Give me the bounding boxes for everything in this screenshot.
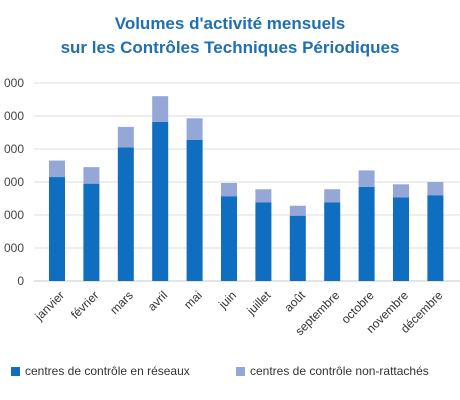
x-tick-label: mars bbox=[107, 288, 136, 317]
x-tick-label: avril bbox=[145, 288, 170, 313]
legend-label-reseaux: centres de contrôle en réseaux bbox=[25, 364, 190, 378]
bar-non-rattaches bbox=[255, 189, 272, 203]
bar-reseaux bbox=[186, 139, 203, 281]
bar-non-rattaches bbox=[324, 189, 341, 203]
y-tick-label: 0 bbox=[17, 274, 24, 288]
bar-non-rattaches bbox=[393, 184, 409, 198]
bar-non-rattaches bbox=[358, 170, 375, 187]
bar-reseaux bbox=[289, 215, 306, 281]
bar-reseaux bbox=[427, 195, 444, 281]
y-tick-label: 000 bbox=[4, 175, 24, 189]
bar-reseaux bbox=[152, 121, 169, 281]
bar-non-rattaches bbox=[186, 118, 203, 140]
x-tick-label: janvier bbox=[32, 288, 68, 324]
chart-title-line-1: Volumes d'activité mensuels bbox=[114, 14, 346, 33]
bar-non-rattaches bbox=[427, 182, 444, 196]
chart-title-line-2: sur les Contrôles Techniques Périodiques bbox=[60, 38, 400, 57]
bar-non-rattaches bbox=[221, 182, 237, 197]
x-tick-label: août bbox=[282, 288, 309, 315]
y-tick-label: 000 bbox=[4, 241, 24, 255]
x-tick-label: juillet bbox=[244, 288, 274, 318]
x-tick-label: mai bbox=[181, 288, 205, 312]
x-tick-label: juin bbox=[215, 288, 239, 312]
bar-non-rattaches bbox=[152, 96, 169, 122]
y-tick-label: 000 bbox=[4, 109, 24, 123]
bar-non-rattaches bbox=[117, 126, 134, 148]
bar-reseaux bbox=[393, 197, 409, 281]
y-tick-label: 000 bbox=[4, 76, 24, 90]
legend-label-non-rattaches: centres de contrôle non-rattachés bbox=[250, 364, 429, 378]
bar-non-rattaches bbox=[289, 205, 306, 216]
legend-item-reseaux: centres de contrôle en réseaux bbox=[11, 364, 190, 378]
bar-non-rattaches bbox=[83, 167, 100, 184]
bar-reseaux bbox=[117, 147, 134, 281]
legend-swatch-reseaux bbox=[11, 366, 20, 376]
x-tick-label: février bbox=[68, 288, 101, 321]
bar-reseaux bbox=[83, 183, 100, 281]
legend: centres de contrôle en réseaux centres d… bbox=[0, 364, 460, 386]
y-tick-label: 000 bbox=[4, 208, 24, 222]
bar-reseaux bbox=[358, 186, 375, 281]
y-tick-label: 000 bbox=[4, 142, 24, 156]
bar-reseaux bbox=[255, 202, 272, 281]
bar-reseaux bbox=[49, 177, 65, 281]
legend-swatch-non-rattaches bbox=[236, 366, 245, 376]
bar-reseaux bbox=[324, 202, 341, 281]
bar-reseaux bbox=[221, 196, 237, 281]
legend-item-non-rattaches: centres de contrôle non-rattachés bbox=[236, 364, 429, 378]
bar-non-rattaches bbox=[49, 160, 65, 178]
